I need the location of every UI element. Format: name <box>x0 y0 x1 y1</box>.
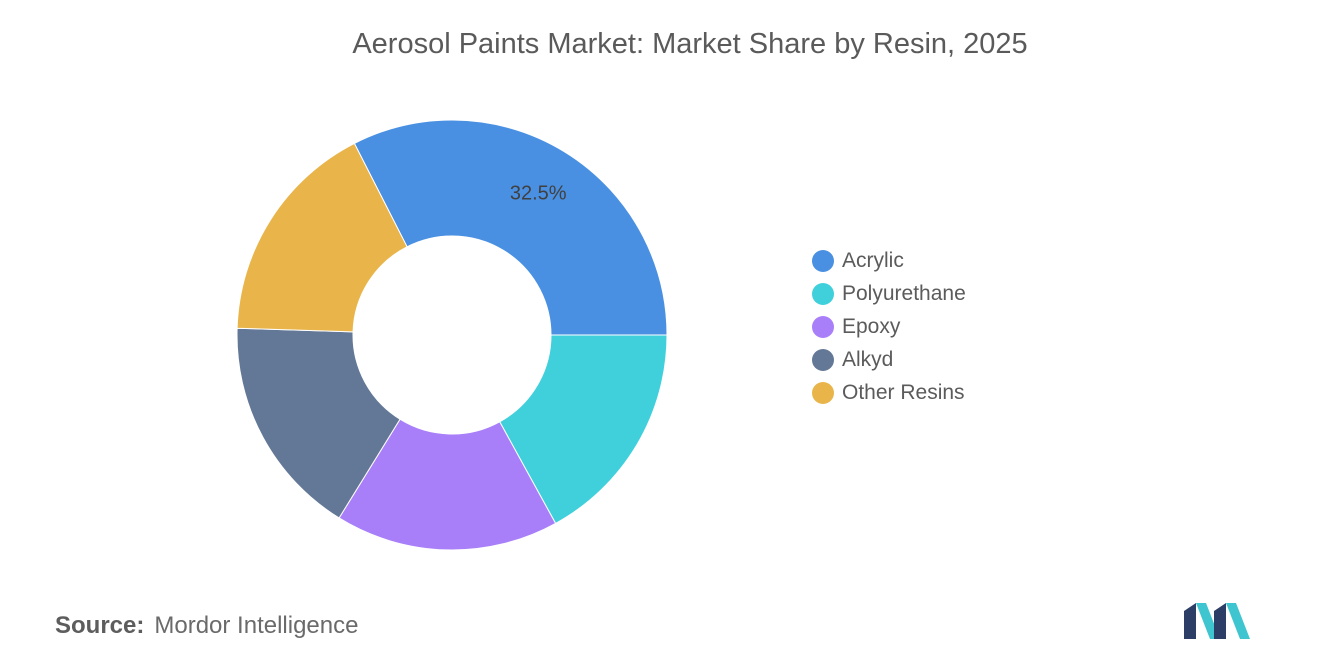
legend-label-alkyd: Alkyd <box>842 347 894 371</box>
legend-swatch-other-resins <box>812 381 834 404</box>
slice-epoxy <box>338 418 557 551</box>
legend-item-epoxy: Epoxy <box>812 310 966 343</box>
legend-label-polyurethane: Polyurethane <box>842 281 966 305</box>
legend-swatch-alkyd <box>812 348 834 371</box>
source-text: Mordor Intelligence <box>154 612 359 639</box>
legend-item-alkyd: Alkyd <box>812 343 966 376</box>
slices-group <box>236 119 668 551</box>
slice-acrylic <box>353 119 668 336</box>
legend-swatch-polyurethane <box>812 282 834 305</box>
legend-swatch-acrylic <box>812 249 834 272</box>
legend-item-polyurethane: Polyurethane <box>812 277 966 310</box>
mordor-intelligence-logo-icon <box>1184 603 1250 639</box>
legend-label-other-resins: Other Resins <box>842 380 965 404</box>
slice-other-resins <box>236 142 408 333</box>
legend-label-acrylic: Acrylic <box>842 248 904 272</box>
source-label: Source: <box>55 612 145 639</box>
legend-item-acrylic: Acrylic <box>812 244 966 277</box>
chart-title: Aerosol Paints Market: Market Share by R… <box>352 28 1028 60</box>
chart-legend: Acrylic Polyurethane Epoxy Alkyd Other Resin… <box>812 244 966 409</box>
legend-label-epoxy: Epoxy <box>842 314 901 338</box>
slice-polyurethane <box>499 334 668 525</box>
data-label-acrylic: 32.5% <box>510 183 567 205</box>
slice-alkyd <box>236 327 401 519</box>
source-note: Source: Mordor Intelligence <box>55 612 358 640</box>
legend-item-other-resins: Other Resins <box>812 376 966 409</box>
data-labels-group: 32.5% <box>510 183 567 205</box>
legend-swatch-epoxy <box>812 315 834 338</box>
